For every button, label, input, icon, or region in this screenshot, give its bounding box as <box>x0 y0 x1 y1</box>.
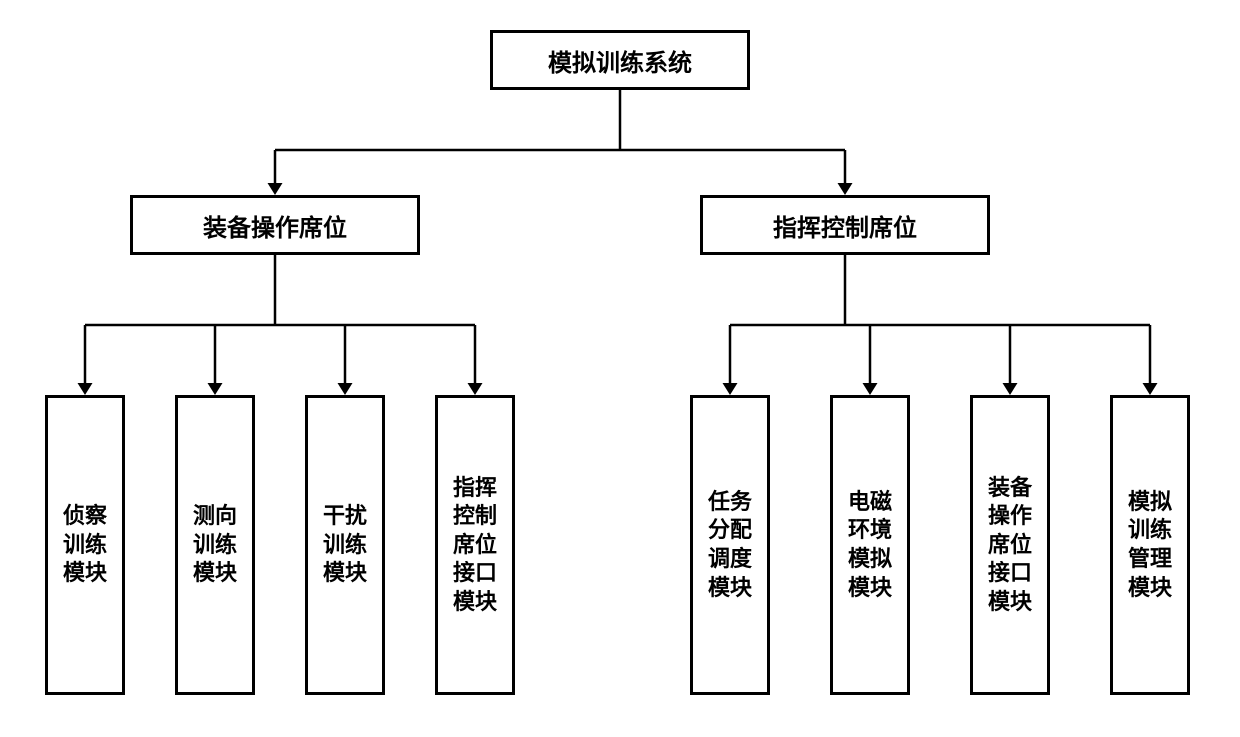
node-training-mgmt-module-label: 模拟训练管理模块 <box>1128 488 1172 602</box>
node-task-dispatch-module: 任务分配调度模块 <box>690 395 770 695</box>
node-cmd-interface-module-label: 指挥控制席位接口模块 <box>453 474 497 617</box>
node-direction-module-label: 测向训练模块 <box>193 502 237 588</box>
node-root-label: 模拟训练系统 <box>548 43 692 78</box>
node-recon-module-label: 侦察训练模块 <box>63 502 107 588</box>
node-recon-module: 侦察训练模块 <box>45 395 125 695</box>
node-command-station-label: 指挥控制席位 <box>773 208 917 243</box>
node-equip-interface-module: 装备操作席位接口模块 <box>970 395 1050 695</box>
node-equip-interface-module-label: 装备操作席位接口模块 <box>988 474 1032 617</box>
node-jamming-module-label: 干扰训练模块 <box>323 502 367 588</box>
node-training-mgmt-module: 模拟训练管理模块 <box>1110 395 1190 695</box>
node-cmd-interface-module: 指挥控制席位接口模块 <box>435 395 515 695</box>
node-task-dispatch-module-label: 任务分配调度模块 <box>708 488 752 602</box>
node-direction-module: 测向训练模块 <box>175 395 255 695</box>
node-equipment-station: 装备操作席位 <box>130 195 420 255</box>
node-jamming-module: 干扰训练模块 <box>305 395 385 695</box>
node-command-station: 指挥控制席位 <box>700 195 990 255</box>
node-equipment-station-label: 装备操作席位 <box>203 208 347 243</box>
diagram-stage: { "type": "tree", "background_color": "#… <box>0 0 1240 737</box>
node-em-env-module: 电磁环境模拟模块 <box>830 395 910 695</box>
node-root: 模拟训练系统 <box>490 30 750 90</box>
node-em-env-module-label: 电磁环境模拟模块 <box>848 488 892 602</box>
